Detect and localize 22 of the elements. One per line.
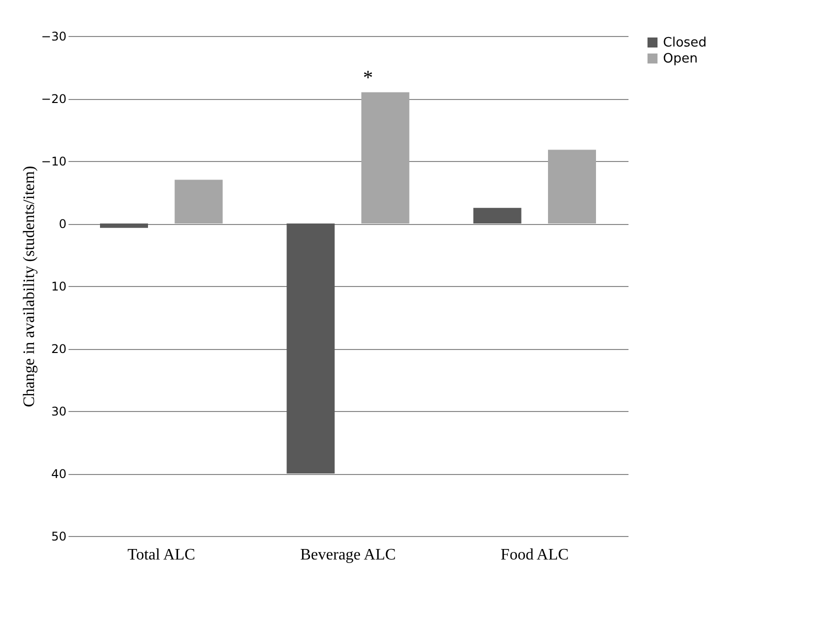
y-tick-label: 0	[58, 217, 66, 231]
x-tick-label: Total ALC	[127, 546, 196, 564]
annotation: *	[363, 67, 373, 89]
bar	[100, 224, 148, 228]
y-tick-label: 20	[51, 342, 66, 356]
y-tick-label: 30	[51, 404, 66, 418]
x-tick-label: Food ALC	[500, 546, 569, 564]
bar	[548, 150, 596, 224]
x-tick-label: Beverage ALC	[300, 546, 396, 564]
y-tick-label: −10	[41, 154, 66, 168]
bar	[174, 180, 223, 224]
legend-label: Open	[663, 52, 698, 66]
y-tick-label: −20	[41, 92, 66, 106]
bar	[473, 208, 522, 224]
y-axis-title: Change in availability (students/item)	[21, 166, 38, 408]
y-tick-label: 50	[51, 530, 66, 544]
legend-label: Closed	[663, 36, 707, 50]
y-tick-label: −30	[41, 30, 66, 44]
y-tick-label: 40	[51, 467, 66, 481]
y-tick-label: 10	[51, 280, 66, 294]
bar	[286, 224, 335, 474]
bar	[361, 92, 410, 224]
